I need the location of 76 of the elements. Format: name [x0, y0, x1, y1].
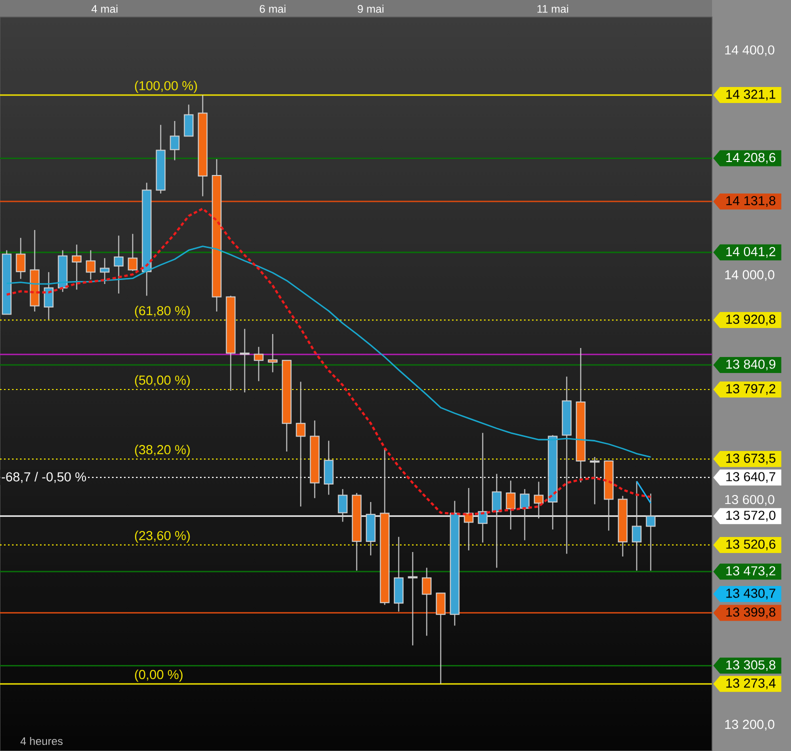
candlestick	[58, 250, 68, 292]
x-tick-label: 4 mai	[92, 4, 118, 13]
ref-line-label: 13 920,8	[726, 314, 776, 326]
x-tick-label: 11 mai	[537, 4, 568, 13]
candlestick	[394, 536, 404, 612]
ref-line-label: 13 640,7	[726, 472, 776, 483]
ref-line-label: 13 305,8	[726, 660, 776, 672]
ref-line-label: 13 473,2	[726, 566, 776, 577]
ref-line-label: 14 208,6	[726, 152, 776, 164]
y-tick-label: 13 600,0	[725, 494, 774, 506]
annotation: (38,20 %)	[135, 444, 190, 457]
ref-line-label: 13 840,9	[726, 360, 776, 370]
annotation: 4 heures	[20, 736, 63, 746]
candlestick	[324, 440, 334, 496]
candlestick	[2, 250, 12, 315]
candlestick	[562, 376, 572, 554]
candlestick	[184, 104, 194, 137]
annotation: (23,60 %)	[135, 530, 190, 543]
candlestick	[338, 488, 348, 522]
candlestick	[506, 480, 516, 530]
candlestick	[548, 434, 558, 530]
candlestick	[618, 495, 628, 558]
candlestick	[240, 328, 250, 393]
candlestick	[212, 158, 222, 312]
annotation: (61,80 %)	[135, 306, 190, 318]
ref-line-label: 14 321,1	[726, 90, 776, 100]
candlestick	[128, 233, 138, 272]
candlestick	[296, 381, 306, 508]
ref-line-label: 13 572,0	[726, 510, 776, 522]
candlestick	[408, 552, 418, 646]
candlestick	[72, 244, 82, 290]
candlestick	[352, 492, 362, 572]
annotation: (100,00 %)	[135, 80, 197, 93]
candlestick	[366, 502, 376, 556]
x-tick-label: 9 mai	[358, 4, 384, 13]
candlestick	[576, 348, 586, 483]
ref-line-label: 14 131,8	[726, 196, 776, 207]
candlestick	[156, 124, 166, 194]
ref-line-label: 13 520,6	[726, 540, 776, 550]
y-tick-label: 14 000,0	[725, 270, 774, 281]
candlestick	[226, 295, 236, 392]
candlestick	[450, 500, 460, 626]
candlestick	[534, 481, 544, 519]
candlestick	[436, 592, 446, 684]
candlestick	[268, 333, 278, 373]
candlestick	[254, 346, 264, 382]
candlestick	[44, 272, 54, 320]
candlestick	[380, 448, 390, 606]
ref-line-label: 13 673,5	[726, 454, 776, 464]
candlestick	[114, 235, 124, 294]
candlestick	[170, 120, 180, 161]
ref-line-label: 13 797,2	[726, 384, 776, 395]
candlestick	[520, 488, 530, 541]
annotation: (50,00 %)	[135, 375, 190, 388]
candlestick	[282, 360, 292, 452]
annotation: (0,00 %)	[135, 670, 183, 682]
candlestick	[646, 493, 656, 572]
candlestick	[142, 182, 152, 296]
candlestick	[422, 567, 432, 636]
candlestick	[86, 250, 96, 280]
candlestick	[590, 456, 600, 505]
candlestick	[16, 237, 26, 280]
ref-line-label: 14 041,2	[726, 246, 776, 258]
text: 13 430,7	[726, 588, 776, 600]
candlestick	[198, 94, 208, 197]
ref-line-label: 13 273,4	[726, 678, 776, 690]
candlestick	[632, 480, 642, 572]
candlestick	[310, 420, 320, 499]
ref-line-label: 13 399,8	[726, 607, 776, 618]
annotation: -68,7 / -0,50 %	[2, 472, 86, 483]
candlestick	[492, 473, 502, 568]
x-tick-label: 6 mai	[260, 4, 286, 13]
candlestick	[100, 258, 110, 284]
candlestick	[604, 460, 614, 532]
y-tick-label: 13 200,0	[725, 720, 774, 731]
y-tick-label: 14 400,0	[725, 45, 774, 56]
